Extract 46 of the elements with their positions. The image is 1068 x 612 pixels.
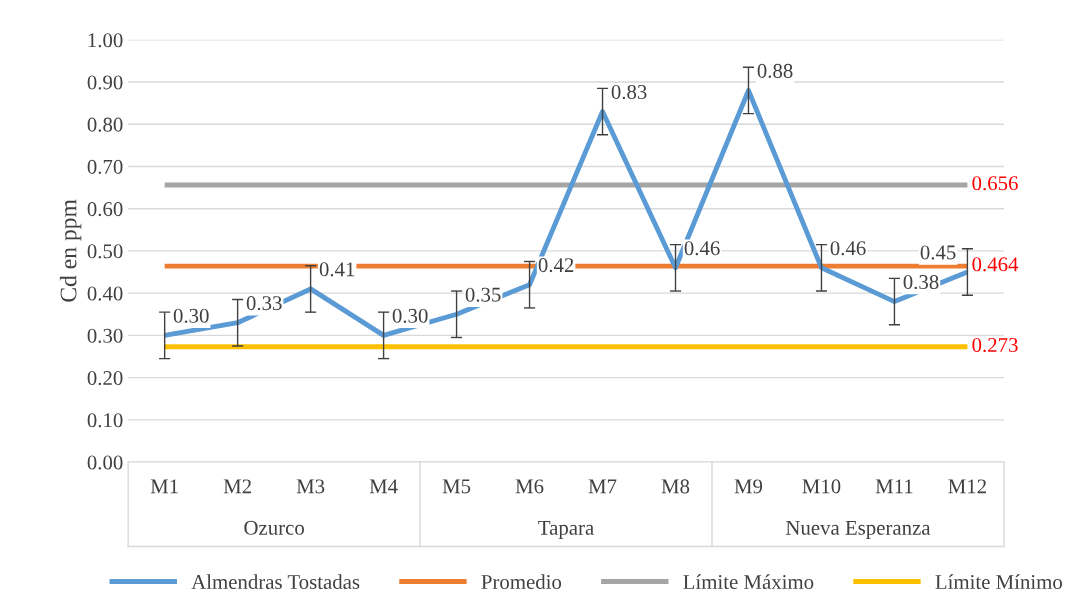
data-label: 0.656 — [972, 176, 1018, 191]
x-tick-label: M10 — [802, 479, 841, 494]
y-axis-title: Cd en ppm — [59, 199, 82, 302]
legend-label: Límite Mínimo — [935, 574, 1062, 590]
data-label: 0.38 — [903, 274, 939, 290]
y-tick-label: 0.90 — [87, 75, 123, 90]
data-label: 0.30 — [173, 308, 209, 323]
data-label: 0.45 — [920, 245, 956, 260]
data-label: 0.464 — [972, 257, 1019, 272]
x-tick-label: M8 — [661, 479, 690, 494]
x-tick-label: M1 — [150, 479, 178, 494]
data-label: 0.46 — [830, 241, 866, 256]
y-tick-label: 1.00 — [88, 33, 123, 48]
y-tick-label: 0.10 — [87, 413, 123, 428]
data-label: 0.83 — [611, 84, 647, 100]
x-tick-label: M2 — [223, 479, 251, 494]
y-tick-label: 0.80 — [87, 117, 123, 132]
text: Tapara — [538, 520, 594, 540]
x-tick-label: M5 — [442, 479, 471, 494]
y-tick-label: 0.00 — [87, 455, 123, 470]
y-tick-label: 0.60 — [87, 202, 123, 217]
data-label: 0.30 — [392, 308, 428, 323]
y-tick-label: 0.40 — [87, 286, 123, 301]
data-label: 0.41 — [319, 262, 355, 277]
y-tick-label: 0.50 — [87, 244, 123, 259]
x-tick-label: M9 — [734, 479, 763, 494]
x-tick-label: M3 — [296, 479, 325, 494]
x-tick-label: M12 — [948, 479, 986, 494]
text: Nueva Esperanza — [785, 520, 931, 540]
x-tick-label: M7 — [588, 479, 617, 494]
y-tick-label: 0.30 — [87, 328, 123, 343]
data-label: 0.42 — [538, 258, 574, 273]
legend-label: Límite Máximo — [683, 574, 814, 590]
data-label: 0.46 — [684, 241, 720, 256]
x-tick-label: M4 — [369, 479, 398, 494]
text: Ozurco — [244, 520, 304, 535]
data-label: 0.88 — [757, 63, 793, 78]
data-label: 0.35 — [465, 287, 501, 302]
y-tick-label: 0.20 — [87, 370, 123, 386]
x-tick-label: M6 — [515, 479, 544, 494]
data-label: 0.33 — [246, 296, 282, 311]
legend-label: Almendras Tostadas — [191, 574, 360, 590]
data-label: 0.273 — [972, 337, 1018, 353]
legend-label: Promedio — [481, 574, 562, 590]
y-tick-label: 0.70 — [87, 159, 123, 174]
x-tick-label: M11 — [875, 479, 913, 494]
